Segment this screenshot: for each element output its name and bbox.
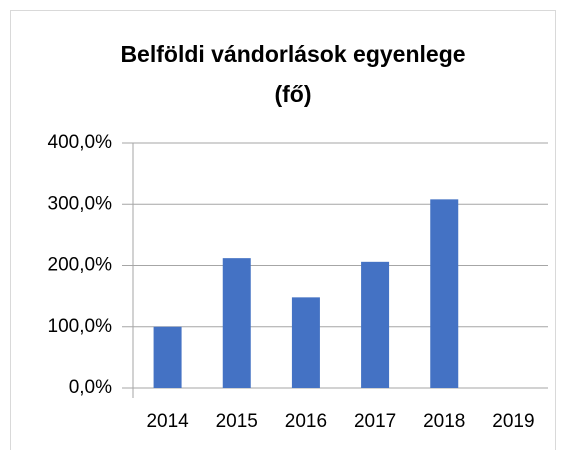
y-tick-label: 200,0% [48, 255, 113, 276]
x-tick-label: 2014 [146, 411, 189, 432]
chart-border [10, 10, 556, 450]
chart-title: (fő) [274, 81, 311, 107]
bar [361, 261, 390, 388]
bar [291, 297, 320, 388]
y-tick-label: 100,0% [48, 316, 113, 337]
x-tick-label: 2015 [216, 411, 258, 432]
x-tick-label: 2019 [492, 411, 534, 432]
bar [153, 326, 182, 388]
y-tick-label: 400,0% [48, 132, 113, 153]
x-tick-label: 2018 [423, 411, 465, 432]
y-tick-label: 0,0% [69, 377, 112, 398]
x-tick-label: 2017 [354, 411, 396, 432]
y-tick-label: 300,0% [48, 193, 113, 214]
bar [222, 258, 251, 388]
bar [430, 199, 459, 388]
chart-title: Belföldi vándorlások egyenlege [120, 41, 465, 67]
x-tick-label: 2016 [285, 411, 327, 432]
